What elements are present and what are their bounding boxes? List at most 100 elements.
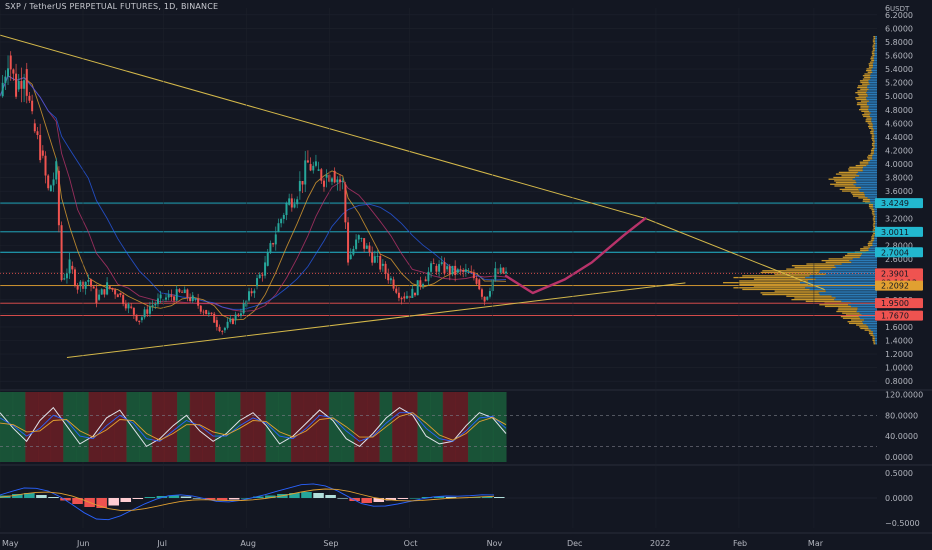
volume-profile-bar-blue	[875, 215, 877, 218]
volume-profile-bar-gold	[870, 58, 874, 60]
candle-body	[132, 307, 135, 315]
volume-profile-bar-blue	[867, 197, 877, 199]
candle-body	[488, 291, 491, 297]
volume-profile-bar-blue	[871, 120, 877, 123]
volume-profile-bar-gold	[844, 187, 861, 189]
oscillator-zone	[215, 392, 229, 462]
volume-profile-bar-gold	[868, 203, 873, 206]
volume-profile-bar-gold	[828, 258, 853, 260]
candle-body	[376, 256, 379, 257]
candle-body	[57, 170, 60, 226]
candle-body	[494, 268, 497, 280]
candle-body	[256, 278, 259, 287]
volume-profile-bar-gold	[841, 175, 860, 177]
candle-body	[76, 285, 79, 290]
volume-profile-bar-gold	[859, 326, 869, 328]
volume-profile-bar-blue	[872, 125, 877, 128]
macd-tick-label: 0.5000	[885, 469, 913, 478]
candle-body	[322, 180, 325, 187]
oscillator-zone	[139, 392, 153, 462]
price-tick-label: 1.6000	[885, 323, 913, 332]
volume-profile-bar-gold	[861, 110, 870, 112]
volume-profile-bar-blue	[835, 297, 877, 299]
candle-body	[272, 243, 275, 245]
macd-histogram-bar	[349, 498, 360, 501]
volume-profile-bar-gold	[791, 265, 835, 267]
oscillator-zone	[265, 392, 279, 462]
candle-body	[4, 76, 7, 83]
candle-body	[435, 265, 438, 272]
candle-body	[234, 314, 237, 321]
candle-body	[159, 294, 162, 299]
volume-profile-bar-gold	[739, 280, 809, 282]
candle-body	[293, 204, 296, 208]
candle-body	[331, 178, 333, 182]
macd-histogram-bar	[168, 495, 180, 498]
volume-profile-bar-gold	[872, 339, 875, 341]
volume-profile-bar-blue	[857, 171, 877, 174]
volume-profile-bar-gold	[872, 54, 875, 56]
volume-profile-bar-blue	[870, 246, 877, 248]
candle-body	[392, 279, 395, 289]
candle-body	[100, 289, 103, 295]
volume-profile-bar-gold	[871, 59, 875, 62]
candle-body	[39, 135, 42, 161]
candle-body	[403, 296, 406, 299]
oscillator-series-line	[0, 412, 507, 441]
price-tick-label: 4.4000	[885, 133, 913, 142]
time-axis-label: Aug	[240, 539, 256, 548]
candle-body	[36, 131, 39, 136]
volume-profile-bar-blue	[875, 343, 877, 345]
candle-body	[65, 273, 68, 279]
candle-body	[47, 175, 50, 189]
volume-profile-bar-blue	[818, 271, 877, 274]
volume-profile-bar-blue	[851, 261, 877, 263]
volume-profile-bar-gold	[860, 107, 869, 109]
volume-profile-bar-gold	[859, 80, 869, 82]
candle-body	[173, 296, 176, 301]
volume-profile-bar-blue	[874, 146, 877, 148]
volume-profile-bar-gold	[872, 139, 875, 141]
oscillator-zone	[480, 392, 494, 462]
macd-histogram-bar	[120, 498, 132, 502]
volume-profile-bar-blue	[870, 115, 877, 118]
macd-histogram-bar	[180, 496, 192, 498]
volume-profile-bar-blue	[874, 51, 877, 53]
volume-profile-bar-gold	[871, 148, 875, 150]
candle-body	[87, 279, 90, 282]
volume-profile-bar-gold	[873, 37, 876, 40]
candle-body	[103, 289, 106, 295]
candle-body	[148, 306, 151, 314]
volume-profile-bar-gold	[842, 256, 860, 258]
volume-profile-bar-gold	[870, 153, 874, 155]
price-tick-label: 4.0000	[885, 160, 913, 169]
volume-profile-bar-blue	[866, 103, 877, 106]
volume-profile-bar-gold	[859, 163, 869, 165]
candle-body	[1, 82, 4, 97]
volume-profile-bar-gold	[871, 136, 875, 138]
volume-profile-bar-gold	[871, 144, 875, 146]
candle-body	[143, 309, 146, 318]
candle-body	[381, 263, 384, 266]
candle-body	[23, 80, 26, 89]
price-label-box	[875, 268, 923, 279]
volume-profile-bar-blue	[859, 317, 877, 319]
volume-profile-bar-gold	[864, 76, 871, 79]
volume-profile-bar-gold	[835, 181, 857, 184]
volume-profile-bar-blue	[874, 54, 877, 56]
volume-profile-bar-gold	[863, 246, 871, 248]
volume-profile-bar-gold	[855, 92, 867, 94]
candle-body	[454, 265, 457, 276]
candle-body	[237, 314, 240, 316]
volume-profile-bar-gold	[870, 56, 874, 58]
macd-histogram-bar	[325, 495, 336, 498]
macd-tick-label: 0.0000	[885, 494, 913, 503]
candle-body	[446, 266, 449, 270]
volume-profile-bar-blue	[868, 248, 877, 250]
volume-profile-bar-blue	[874, 142, 877, 145]
volume-profile-bar-gold	[849, 322, 864, 325]
oscillator-tick-label: 40.0000	[885, 432, 918, 441]
candle-body	[156, 298, 159, 305]
oscillator-zone	[316, 392, 330, 462]
volume-profile-bar-gold	[871, 51, 875, 53]
